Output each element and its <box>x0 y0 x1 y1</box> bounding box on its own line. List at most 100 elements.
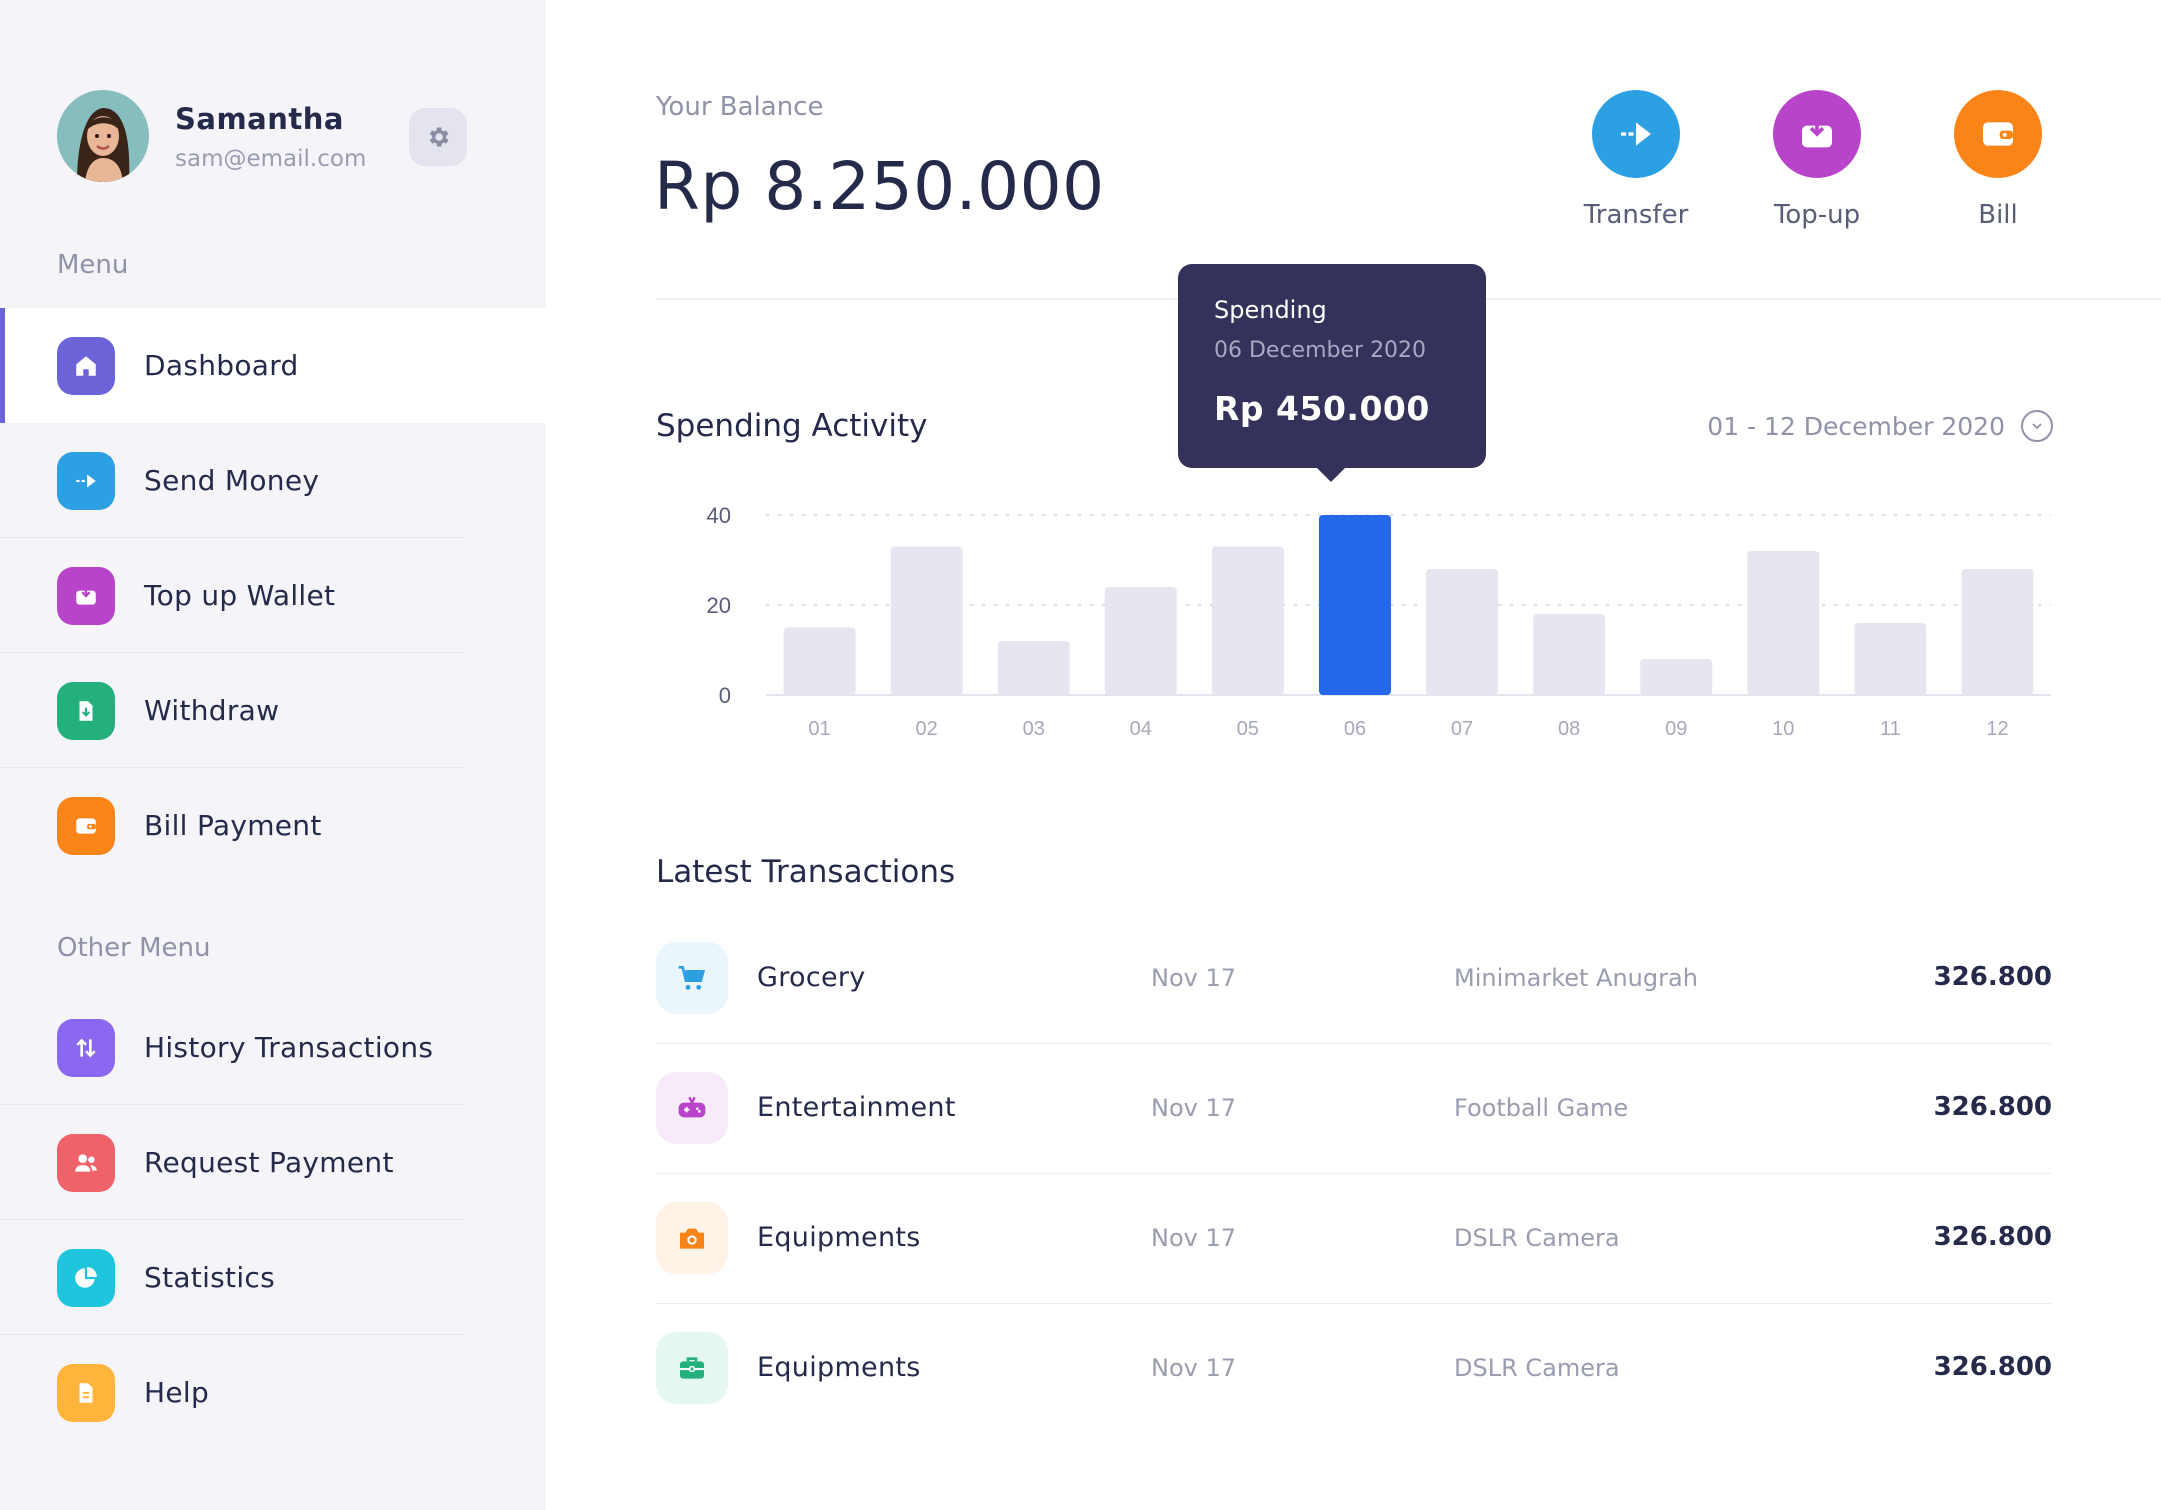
tooltip-date: 06 December 2020 <box>1214 338 1427 363</box>
transaction-amount: 326.800 <box>1933 1352 2052 1382</box>
settings-button[interactable] <box>409 108 467 166</box>
wallet-download-icon <box>1773 90 1861 178</box>
gamepad-icon <box>656 1072 728 1144</box>
spending-activity-title: Spending Activity <box>656 408 928 444</box>
chart-bar-07[interactable] <box>1426 569 1499 695</box>
transaction-date: Nov 17 <box>1151 964 1237 992</box>
sidebar-item-label: Top up Wallet <box>144 579 336 612</box>
transaction-description: Football Game <box>1454 1094 1629 1122</box>
tooltip-title: Spending <box>1214 296 1327 324</box>
x-tick-label: 04 <box>1130 718 1152 740</box>
transaction-amount: 326.800 <box>1933 1222 2052 1252</box>
briefcase-icon <box>656 1332 728 1404</box>
send-icon <box>57 451 115 510</box>
date-range-label: 01 - 12 December 2020 <box>1707 411 2005 441</box>
sidebar-item-label: Statistics <box>144 1261 275 1294</box>
transaction-row[interactable]: Equipments Nov 17 DSLR Camera 326.800 <box>656 1304 2052 1434</box>
chart-bar-05[interactable] <box>1211 546 1284 696</box>
x-tick-label: 11 <box>1880 718 1901 740</box>
transfer-button[interactable]: Transfer <box>1571 90 1701 230</box>
transaction-category: Entertainment <box>757 1092 956 1123</box>
document-icon <box>57 1363 115 1422</box>
chart-bar-02[interactable] <box>890 546 963 696</box>
profile-name: Samantha <box>175 102 344 136</box>
y-tick-label: 0 <box>719 683 731 708</box>
sidebar-item-request-payment[interactable]: Request Payment <box>0 1105 546 1220</box>
sidebar-item-statistics[interactable]: Statistics <box>0 1220 546 1335</box>
chart-bar-10[interactable] <box>1747 551 1820 695</box>
sidebar-item-label: Request Payment <box>144 1146 394 1179</box>
transaction-description: Minimarket Anugrah <box>1454 964 1698 992</box>
transaction-description: DSLR Camera <box>1454 1224 1620 1252</box>
transaction-date: Nov 17 <box>1151 1094 1237 1122</box>
top-up-button[interactable]: Top-up <box>1752 90 1882 230</box>
x-tick-label: 05 <box>1237 718 1259 740</box>
sidebar-item-history-transactions[interactable]: History Transactions <box>0 990 546 1105</box>
y-tick-label: 40 <box>707 503 731 528</box>
transaction-description: DSLR Camera <box>1454 1354 1620 1382</box>
sidebar-item-top-up-wallet[interactable]: Top up Wallet <box>0 538 546 653</box>
spending-chart: 0 20 40 01 02 03 04 05 06 07 08 09 10 11 12 <box>646 495 2066 755</box>
latest-transactions-title: Latest Transactions <box>656 854 956 890</box>
tooltip-value: Rp 450.000 <box>1214 389 1430 428</box>
x-tick-label: 09 <box>1665 718 1687 740</box>
transaction-category: Grocery <box>757 962 866 993</box>
sidebar: Samantha sam@email.com Menu Dashboard Se… <box>0 0 546 1510</box>
bill-label: Bill <box>1978 200 2018 230</box>
y-tick-label: 20 <box>707 593 731 618</box>
balance-label: Your Balance <box>656 92 824 122</box>
sidebar-item-send-money[interactable]: Send Money <box>0 423 546 538</box>
sidebar-item-withdraw[interactable]: Withdraw <box>0 653 546 768</box>
home-icon <box>57 336 115 395</box>
x-tick-label: 08 <box>1558 718 1580 740</box>
avatar[interactable] <box>57 90 149 182</box>
chart-bar-12[interactable] <box>1961 569 2034 695</box>
sidebar-item-label: Withdraw <box>144 694 280 727</box>
chart-bar-01[interactable] <box>783 627 856 696</box>
x-tick-label: 07 <box>1451 718 1473 740</box>
wallet-download-icon <box>57 566 115 625</box>
transaction-date: Nov 17 <box>1151 1354 1237 1382</box>
sidebar-item-dashboard[interactable]: Dashboard <box>0 308 546 423</box>
gear-icon <box>429 127 449 147</box>
spending-bar-chart: 0 20 40 01 02 03 04 05 06 07 08 09 10 11 12 <box>707 503 2051 740</box>
chart-bar-03[interactable] <box>997 641 1070 695</box>
bill-wallet-icon <box>1954 90 2042 178</box>
x-tick-label: 10 <box>1772 718 1794 740</box>
sidebar-item-label: Send Money <box>144 464 320 497</box>
sidebar-item-help[interactable]: Help <box>0 1335 546 1450</box>
menu-section-label: Menu <box>57 250 129 280</box>
users-icon <box>57 1133 115 1192</box>
chart-bar-09[interactable] <box>1640 659 1713 695</box>
transaction-row[interactable]: Grocery Nov 17 Minimarket Anugrah 326.80… <box>656 914 2052 1044</box>
transaction-row[interactable]: Entertainment Nov 17 Football Game 326.8… <box>656 1044 2052 1174</box>
transaction-category: Equipments <box>757 1222 921 1253</box>
x-tick-label: 03 <box>1023 718 1045 740</box>
camera-icon <box>656 1202 728 1274</box>
chart-bar-04[interactable] <box>1104 587 1177 695</box>
transaction-amount: 326.800 <box>1933 962 2052 992</box>
x-tick-label: 02 <box>916 718 938 740</box>
top-up-label: Top-up <box>1773 200 1861 230</box>
chart-bar-11[interactable] <box>1854 623 1927 695</box>
other-menu-section-label: Other Menu <box>57 933 211 963</box>
profile-card: Samantha sam@email.com <box>57 90 487 182</box>
date-range-selector[interactable]: 01 - 12 December 2020 <box>1707 410 2053 442</box>
balance-value: Rp 8.250.000 <box>654 148 1105 225</box>
transaction-category: Equipments <box>757 1352 921 1383</box>
chevron-down-icon <box>2021 410 2053 442</box>
sidebar-item-label: Help <box>144 1376 210 1409</box>
x-tick-label: 01 <box>808 718 830 740</box>
bill-button[interactable]: Bill <box>1933 90 2063 230</box>
sidebar-item-label: Dashboard <box>144 349 299 382</box>
swap-arrows-icon <box>57 1018 115 1077</box>
cart-icon <box>656 942 728 1014</box>
chart-bar-08[interactable] <box>1533 614 1606 695</box>
sidebar-item-bill-payment[interactable]: Bill Payment <box>0 768 546 883</box>
sidebar-item-label: History Transactions <box>144 1031 434 1064</box>
chart-bar-06[interactable] <box>1318 515 1391 695</box>
bill-wallet-icon <box>57 796 115 855</box>
transfer-label: Transfer <box>1583 200 1689 230</box>
transaction-row[interactable]: Equipments Nov 17 DSLR Camera 326.800 <box>656 1174 2052 1304</box>
transaction-amount: 326.800 <box>1933 1092 2052 1122</box>
